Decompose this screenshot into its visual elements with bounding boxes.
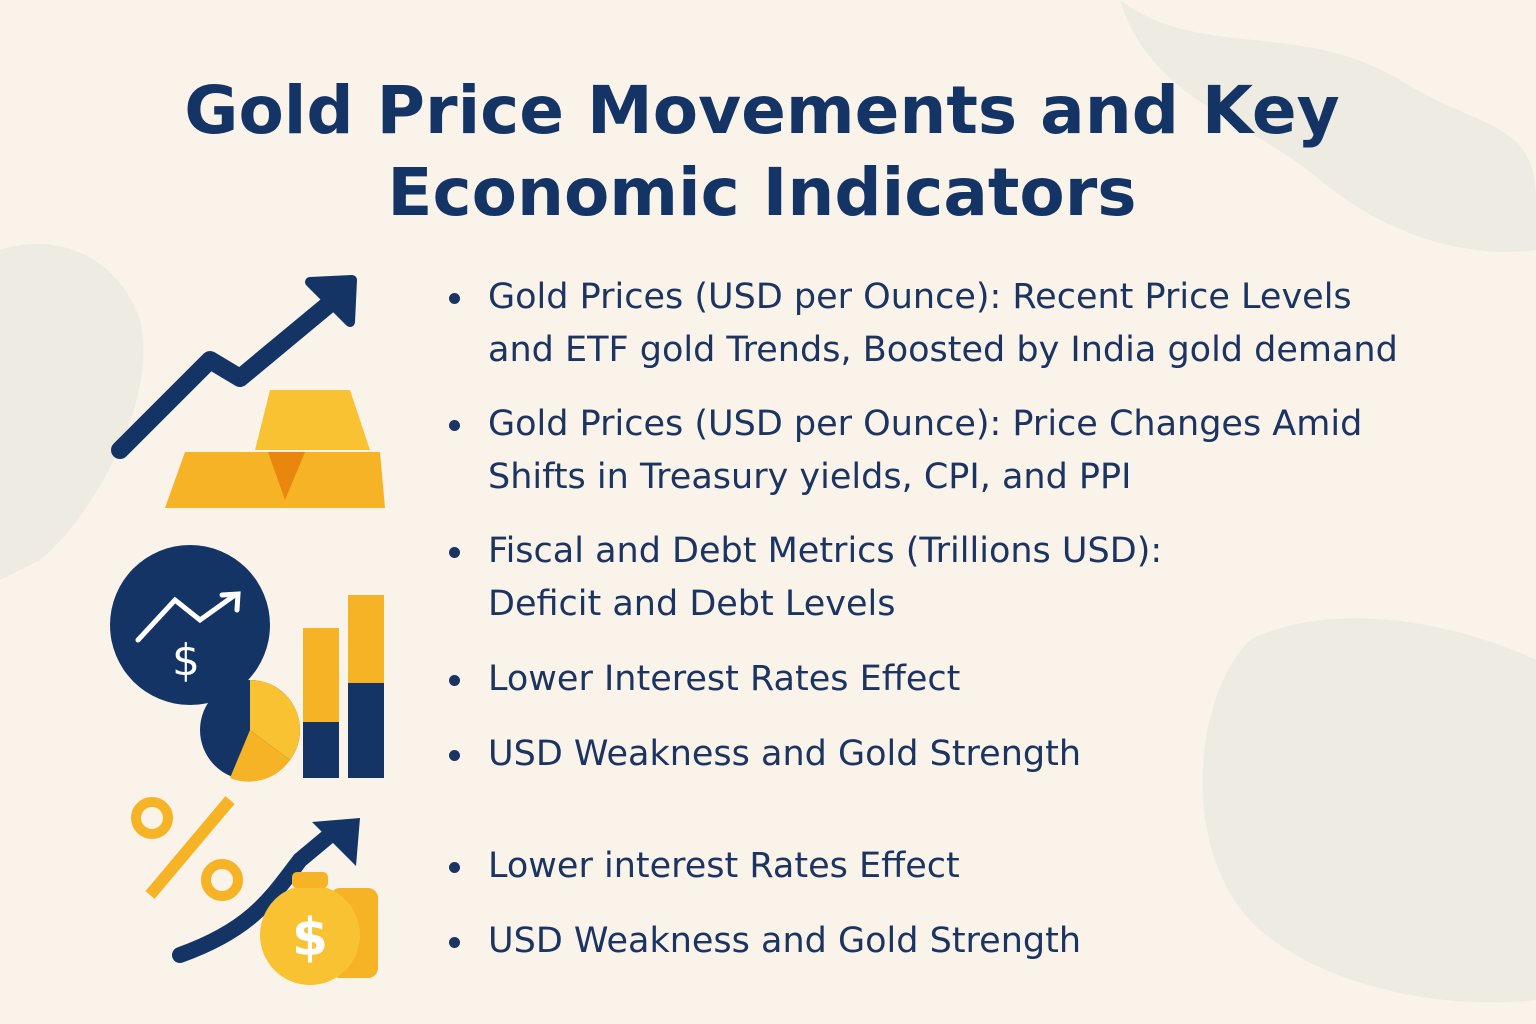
bullet-text: Gold Prices (USD per Ounce): Price Chang… bbox=[488, 404, 1363, 444]
bullet-dot bbox=[449, 675, 460, 686]
bullet-text: USD Weakness and Gold Strength bbox=[488, 734, 1082, 774]
svg-text:$: $ bbox=[292, 908, 328, 968]
bullet-dot bbox=[449, 293, 460, 304]
bullet-text: and ETF gold Trends, Boosted by India go… bbox=[488, 330, 1398, 370]
bullet-text: USD Weakness and Gold Strength bbox=[488, 921, 1082, 961]
bullet-dot bbox=[449, 750, 460, 761]
bullet-dot bbox=[449, 937, 460, 948]
title-line: Gold Price Movements and Key bbox=[184, 72, 1340, 149]
bullet-text: Lower interest Rates Effect bbox=[488, 846, 960, 886]
bullet-dot bbox=[449, 862, 460, 873]
bullet-text: Fiscal and Debt Metrics (Trillions USD): bbox=[488, 531, 1163, 571]
bullet-text: Gold Prices (USD per Ounce): Recent Pric… bbox=[488, 277, 1352, 317]
bullet-dot bbox=[449, 547, 460, 558]
bullet-text: Shifts in Treasury yields, CPI, and PPI bbox=[488, 457, 1132, 497]
bullet-text: Lower Interest Rates Effect bbox=[488, 659, 961, 699]
title-line: Economic Indicators bbox=[387, 154, 1137, 231]
icons: $ $ bbox=[110, 275, 385, 985]
bullet-text: Deficit and Debt Levels bbox=[488, 584, 896, 624]
bullet-dot bbox=[449, 420, 460, 431]
svg-text:$: $ bbox=[172, 635, 200, 686]
